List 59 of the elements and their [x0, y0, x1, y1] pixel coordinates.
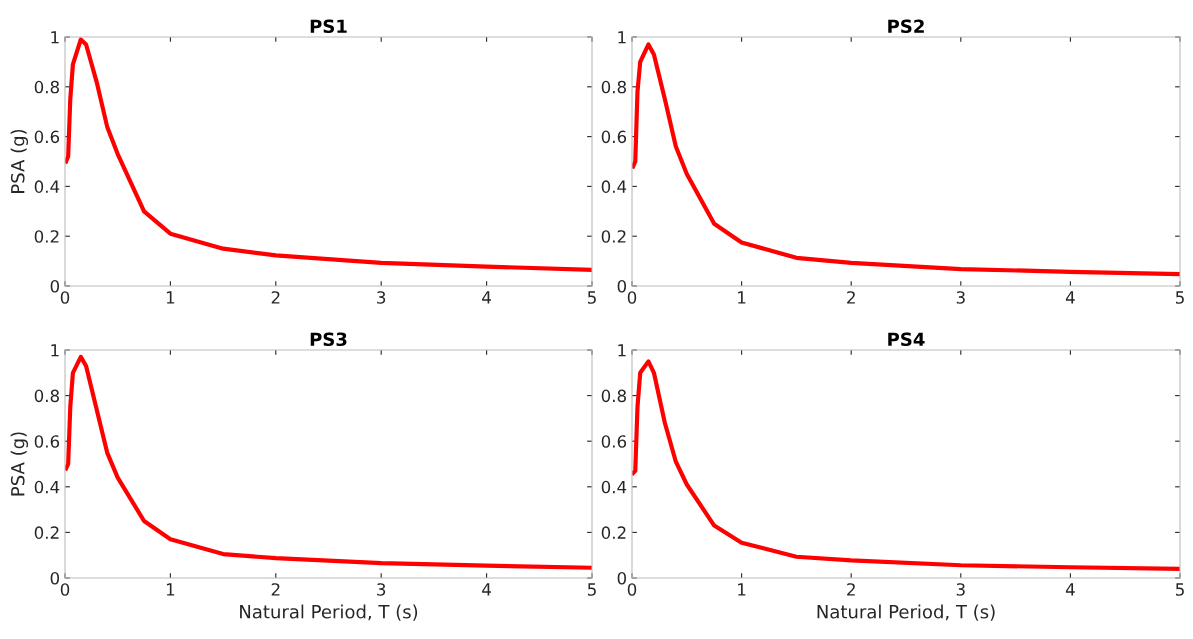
- x-tick-label: 2: [847, 291, 855, 304]
- y-tick-label: 1: [51, 344, 59, 357]
- line-series: [632, 42, 1180, 277]
- x-tick-label: 3: [956, 583, 965, 596]
- x-axis-title: Natural Period, T (s): [240, 604, 418, 621]
- chart-title: PS3: [310, 332, 347, 347]
- y-tick-label: 1: [51, 31, 59, 44]
- y-tick-label: 1: [618, 31, 626, 44]
- chart-title: PS1: [310, 19, 347, 34]
- y-tick-label: 0.6: [34, 435, 60, 448]
- x-tick-label: 1: [166, 291, 175, 304]
- y-tick-label: 0.8: [601, 389, 626, 403]
- x-tick-label: 0: [627, 583, 637, 596]
- x-tick-label: 5: [587, 583, 596, 596]
- y-axis-title: PSA (g): [10, 432, 29, 496]
- x-tick-label: 1: [166, 583, 175, 596]
- x-tick-label: 5: [1175, 291, 1184, 304]
- x-tick-label: 4: [482, 291, 491, 304]
- line-series: [632, 359, 1180, 571]
- y-tick-label: 0.8: [601, 80, 626, 94]
- y-tick-label: 0.6: [34, 130, 60, 144]
- x-tick-label: 2: [271, 583, 280, 596]
- y-tick-label: 0: [617, 571, 627, 585]
- x-tick-label: 4: [1065, 291, 1075, 304]
- y-tick-label: 1: [618, 344, 626, 357]
- x-tick-label: 0: [60, 291, 70, 304]
- y-tick-label: 0.2: [34, 526, 59, 539]
- y-tick-label: 0.4: [601, 180, 627, 193]
- x-tick-label: 5: [587, 291, 596, 304]
- x-tick-label: 3: [956, 291, 965, 304]
- x-tick-label: 2: [271, 291, 280, 304]
- x-tick-label: 0: [60, 583, 70, 596]
- x-tick-label: 2: [847, 583, 855, 596]
- x-tick-label: 1: [738, 291, 746, 304]
- x-axis-title: Natural Period, T (s): [817, 604, 995, 621]
- y-tick-label: 0.4: [34, 480, 60, 494]
- y-tick-label: 0.4: [34, 180, 60, 193]
- y-tick-label: 0.8: [34, 80, 59, 94]
- x-tick-label: 4: [1065, 583, 1075, 596]
- y-tick-label: 0.6: [601, 435, 627, 448]
- y-tick-label: 0.2: [601, 230, 626, 243]
- y-tick-label: 0: [617, 279, 627, 293]
- x-tick-label: 1: [738, 583, 746, 596]
- y-tick-label: 0.6: [601, 130, 627, 144]
- x-tick-label: 3: [377, 291, 386, 304]
- y-tick-label: 0: [50, 571, 60, 585]
- y-tick-label: 0.4: [601, 480, 627, 494]
- x-tick-label: 4: [482, 583, 491, 596]
- y-tick-label: 0.2: [34, 230, 59, 243]
- x-tick-label: 0: [627, 291, 637, 304]
- chart-title: PS2: [888, 19, 924, 34]
- chart-title: PS4: [888, 332, 925, 347]
- y-tick-label: 0.2: [601, 526, 626, 539]
- y-axis-title: PSA (g): [10, 129, 29, 193]
- x-tick-label: 5: [1175, 583, 1184, 596]
- x-tick-label: 3: [377, 583, 386, 596]
- y-tick-label: 0.8: [34, 389, 59, 403]
- y-tick-label: 0: [50, 279, 60, 293]
- line-series: [65, 354, 592, 570]
